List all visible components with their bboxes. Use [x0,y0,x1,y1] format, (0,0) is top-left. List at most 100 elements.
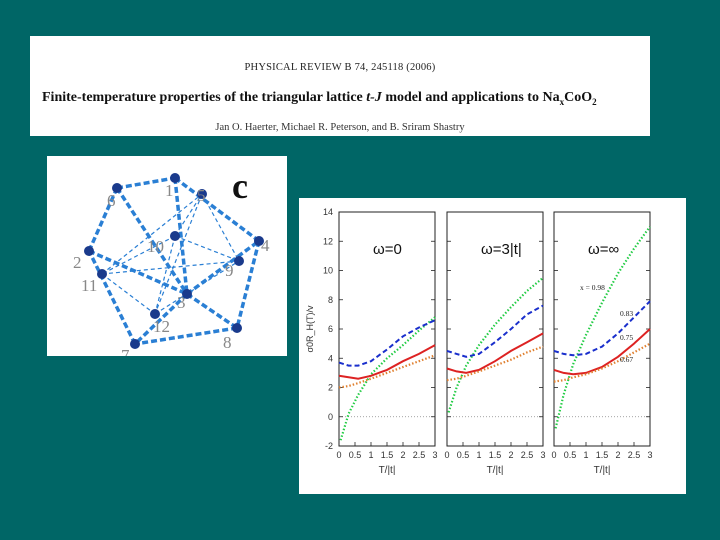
series-line [553,328,651,376]
thick-bond [116,176,176,190]
thick-bond [186,292,238,330]
x-tick-label: 1 [368,450,373,460]
series-line [446,345,544,382]
series-line [446,304,544,358]
x-tick-label: 2.5 [628,450,641,460]
site-label: 1 [165,181,174,200]
series-label: 0.75 [620,333,633,342]
lattice-site [170,173,180,183]
series-line [553,300,651,357]
thin-bond [101,260,240,275]
x-tick-label: 3 [647,450,652,460]
paper-title: Finite-temperature properties of the tri… [42,90,597,107]
series-line [554,225,651,429]
site-label: 6 [107,191,116,210]
lattice-bonds [87,176,261,346]
hall-coefficient-plots: -2 0 2 4 6 8 10 12 14 0 0.5 1 1.5 2 2.5 3 T/|t| ω=0 σ0R_H(… [299,198,686,494]
thick-bond [134,326,238,346]
series-line [338,319,436,367]
x-tick-label: 1 [583,450,588,460]
thick-bond [87,250,137,345]
x-tick-label: 2 [615,450,620,460]
thick-bond [173,177,189,295]
panel-label-c: c [232,166,248,206]
series-line [338,354,436,389]
thin-bond [174,193,203,237]
site-label: 8 [223,333,232,352]
thick-bond [185,239,261,296]
plot-panel-3: 0 0.5 1 1.5 2 2.5 3 T/|t| ω=∞ x = 0.98 0.83 0.75 0.6… [551,211,653,476]
x-tick-label: 2.5 [413,450,426,460]
site-label: 2 [73,253,82,272]
thick-bond [115,187,189,295]
site-label: 10 [147,237,164,256]
series-line [553,342,651,383]
x-tick-label: 2 [400,450,405,460]
lattice-site [84,246,94,256]
lattice-site [197,189,207,199]
site-label: 5 [197,186,206,205]
journal-citation: PHYSICAL REVIEW B 74, 245118 (2006) [244,62,436,73]
thin-bond [101,235,176,275]
x-tick-label: 0.5 [457,450,470,460]
lattice-site [112,183,122,193]
lattice-site [232,323,242,333]
thin-bond [174,235,240,262]
x-tick-label: 1.5 [381,450,394,460]
lattice-site [170,231,180,241]
x-tick-label: 0 [551,450,556,460]
x-tick-label: 1.5 [596,450,609,460]
thick-bond [235,240,261,329]
panel-title: ω=0 [373,241,402,258]
thin-bond [101,193,203,275]
y-tick-label: -2 [325,441,333,451]
site-label: 9 [225,261,234,280]
site-label: 3 [177,293,186,312]
y-tick-label: 14 [323,207,333,217]
series-line [447,276,544,413]
x-axis-label: T/|t| [594,465,611,476]
panel-title: ω=3|t| [481,241,522,258]
thin-bond [201,193,240,262]
lattice-site [254,236,264,246]
y-tick-label: 8 [328,295,333,305]
lattice-site [97,269,107,279]
lattice-site [130,339,140,349]
lattice-site [150,309,160,319]
x-tick-label: 1 [476,450,481,460]
plot-panel-2: 0 0.5 1 1.5 2 2.5 3 T/|t| ω=3|t| [444,211,546,476]
series-line [446,332,544,374]
site-label: 12 [153,317,170,336]
series-line [339,316,436,441]
series-label: 0.83 [620,309,633,318]
x-tick-label: 0.5 [564,450,577,460]
y-tick-label: 2 [328,383,333,393]
x-tick-label: 2 [508,450,513,460]
x-axis-label: T/|t| [487,465,504,476]
y-tick-label: 0 [328,412,333,422]
series-label: x = 0.98 [580,283,605,292]
paper-header: PHYSICAL REVIEW B 74, 245118 (2006) Fini… [30,36,650,136]
y-tick-label: 6 [328,324,333,334]
panel-title: ω=∞ [588,241,619,258]
lattice-nodes [84,173,264,349]
x-tick-label: 1.5 [489,450,502,460]
series-line [338,344,436,380]
y-tick-label: 10 [323,266,333,276]
y-tick-label: 4 [328,353,333,363]
x-tick-label: 0 [444,450,449,460]
x-tick-label: 2.5 [521,450,534,460]
lattice-site [182,289,192,299]
thick-bond [87,187,119,252]
lattice-site [234,256,244,266]
x-tick-label: 0.5 [349,450,362,460]
thick-bond [133,292,189,346]
x-tick-label: 3 [540,450,545,460]
x-tick-label: 3 [432,450,437,460]
x-tick-label: 0 [336,450,341,460]
site-label: 4 [261,236,270,255]
x-axis-label: T/|t| [379,465,396,476]
